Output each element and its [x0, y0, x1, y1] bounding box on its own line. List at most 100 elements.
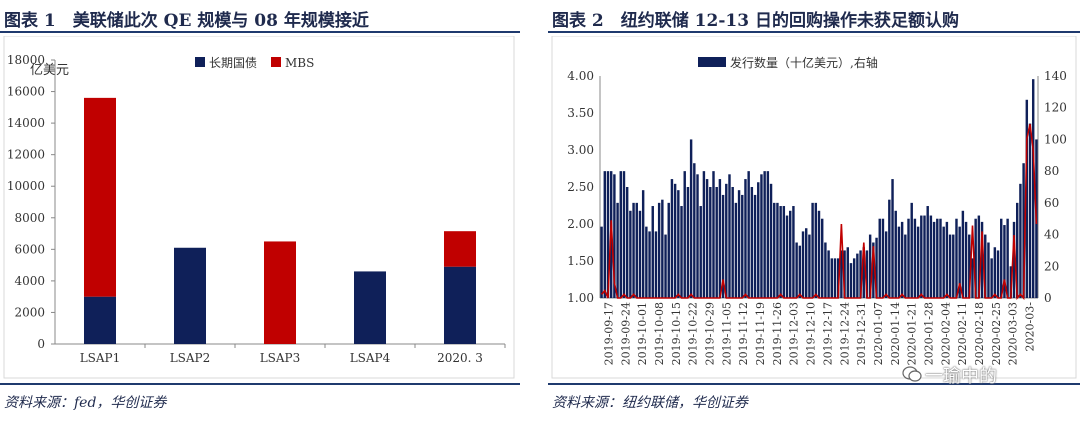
left-bar-treasury	[354, 271, 386, 344]
right-bar	[763, 171, 766, 298]
right-bar	[1003, 225, 1006, 298]
right-bar	[833, 258, 837, 298]
right-bar	[862, 247, 865, 298]
right-bar	[766, 171, 770, 298]
right-bar	[958, 226, 961, 298]
right-bar	[725, 183, 728, 298]
right-bar	[817, 210, 821, 298]
right-bar	[980, 221, 984, 298]
right-legend-swatch	[698, 57, 726, 67]
left-legend-label: 长期国债	[209, 56, 257, 70]
right-bar	[884, 231, 888, 298]
left-y-tick-label: 6000	[14, 242, 45, 256]
right-panel: 图表 2 纽约联储 12-13 日的回购操作未获足额认购 1.00 1.50 2.0…	[548, 0, 1080, 424]
right-x-tick-label: 2019-12-24	[838, 302, 851, 365]
right-x-tick-label: 2019-12-31	[855, 302, 868, 365]
right-bar	[865, 250, 869, 298]
right-bar	[888, 199, 891, 298]
left-bar-mbs	[444, 231, 476, 267]
right-y-right-tick-label: 120	[1044, 101, 1067, 115]
right-x-tick-label: 2020-02-11	[956, 302, 969, 365]
right-bar	[891, 179, 894, 298]
right-chart: 1.00 1.50 2.00 2.50 3.00 3.50 4.00 0 20 40 60 80 100…	[551, 36, 1077, 379]
right-bar	[747, 171, 750, 298]
right-bar	[693, 163, 696, 298]
right-x-tick-label: 2020-02-25	[990, 302, 1003, 365]
left-y-tick-label: 2000	[14, 305, 45, 319]
left-legend-swatch	[271, 57, 281, 67]
right-bar	[629, 210, 632, 298]
right-bar	[907, 218, 910, 298]
right-y-right-tick-label: 140	[1044, 69, 1067, 83]
left-source: 资料来源：fed，华创证券	[4, 395, 167, 411]
right-bar	[776, 202, 779, 298]
right-y-right-tick-label: 0	[1044, 291, 1052, 305]
right-bar	[686, 187, 690, 298]
right-bar	[811, 202, 814, 298]
right-y-left-tick-label: 1.00	[567, 291, 594, 305]
left-chart-frame	[3, 36, 515, 379]
left-title-rule	[0, 31, 520, 33]
right-title-rule	[548, 31, 1080, 33]
right-bar	[971, 258, 974, 298]
right-bar	[670, 179, 674, 298]
right-bar	[942, 226, 945, 298]
right-bar	[680, 206, 683, 298]
right-bar	[894, 210, 897, 298]
right-title: 图表 2 纽约联储 12-13 日的回购操作未获足额认购	[552, 11, 959, 31]
right-y-left-tick-label: 3.50	[567, 106, 594, 120]
left-bar-treasury	[174, 247, 206, 344]
right-bar	[664, 234, 667, 298]
right-x-tick-label: 2020-03-	[1024, 302, 1037, 352]
right-bar	[881, 218, 885, 298]
right-y-right-tick-label: 60	[1044, 196, 1059, 210]
right-bar	[657, 202, 661, 298]
right-bar	[798, 245, 802, 298]
left-legend-swatch	[195, 57, 205, 67]
right-y-left-tick-label: 4.00	[567, 69, 594, 83]
right-y-left-tick-label: 2.50	[567, 180, 594, 194]
right-x-tick-label: 2020-03-03	[1007, 302, 1020, 365]
right-bar	[773, 202, 776, 298]
left-x-tick-label: 2020. 3	[437, 351, 483, 365]
right-bar	[916, 226, 920, 298]
right-bar	[926, 206, 929, 298]
right-bar	[705, 179, 709, 298]
right-bar	[843, 250, 846, 298]
right-bar	[913, 218, 917, 298]
right-bar	[677, 190, 680, 298]
right-bar	[712, 171, 715, 298]
right-bar	[648, 231, 651, 298]
right-bar	[859, 250, 862, 298]
right-bar	[661, 199, 664, 298]
right-bar	[673, 183, 677, 298]
right-bar	[923, 215, 926, 298]
right-x-tick-label: 2020-01-07	[872, 302, 885, 365]
left-y-tick-label: 0	[37, 337, 45, 351]
right-bar	[1012, 221, 1016, 298]
right-bar	[875, 237, 878, 298]
right-bar	[897, 226, 901, 298]
right-bar	[1019, 183, 1022, 298]
right-bar	[824, 242, 827, 298]
right-bar	[936, 218, 939, 298]
left-y-unit-label: 亿美元	[30, 63, 69, 78]
right-bar	[619, 171, 622, 298]
right-x-tick-label: 2019-12-10	[805, 302, 818, 365]
right-bar	[977, 215, 981, 298]
right-bar	[606, 171, 610, 298]
right-bar	[910, 202, 913, 298]
right-x-tick-label: 2019-11-26	[771, 302, 784, 365]
wechat-icon	[902, 366, 922, 382]
right-x-tick-label: 2020-01-21	[906, 302, 919, 365]
right-bar	[872, 242, 875, 298]
right-bar	[600, 226, 603, 298]
right-bar	[741, 194, 744, 298]
right-bar	[827, 250, 830, 298]
right-bar	[795, 242, 798, 298]
right-x-tick-label: 2020-01-14	[889, 302, 902, 365]
right-bar	[789, 210, 792, 298]
right-x-tick-label: 2019-10-29	[704, 302, 717, 365]
right-bottom-rule	[548, 383, 1080, 385]
right-bar	[945, 221, 949, 298]
